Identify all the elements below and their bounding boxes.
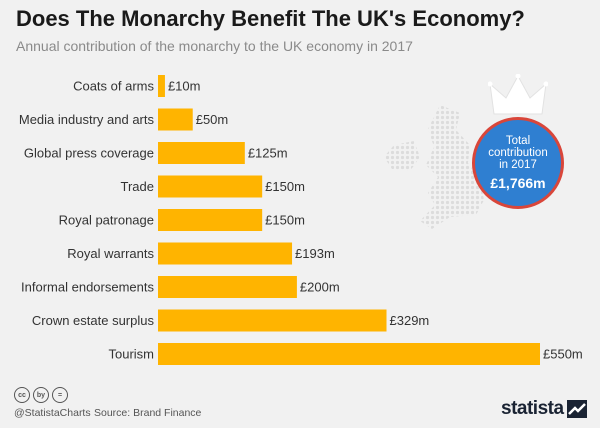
category-label: Global press coverage: [24, 146, 154, 161]
attribution-icon: by: [33, 387, 49, 403]
total-contribution-badge: Total contribution in 2017 £1,766m: [472, 117, 564, 209]
value-label: £150m: [265, 213, 305, 228]
bar: [158, 343, 540, 365]
category-label: Coats of arms: [73, 79, 154, 94]
value-label: £150m: [265, 179, 305, 194]
bar: [158, 108, 193, 131]
statista-logo-icon: [567, 400, 587, 418]
value-label: £193m: [295, 246, 335, 261]
bar: [158, 242, 293, 265]
statista-logo: statista: [501, 398, 564, 419]
bar: [158, 276, 297, 298]
total-label: Total contribution in 2017: [488, 135, 548, 171]
bar: [158, 175, 263, 198]
chart-subtitle: Annual contribution of the monarchy to t…: [16, 38, 413, 54]
category-label: Media industry and arts: [19, 112, 155, 127]
category-label: Royal warrants: [67, 246, 154, 261]
value-label: £550m: [543, 347, 583, 362]
value-label: £200m: [300, 280, 340, 295]
category-label: Crown estate surplus: [32, 313, 155, 328]
bar: [158, 75, 165, 97]
license-icons: cc by =: [14, 387, 68, 403]
crown-icon: [488, 74, 548, 115]
bar: [158, 142, 245, 164]
source-note: Source: Brand Finance: [94, 407, 202, 419]
bar: [158, 209, 263, 231]
total-value: £1,766m: [490, 175, 546, 191]
cc-license-icon: cc: [14, 387, 30, 403]
chart-title: Does The Monarchy Benefit The UK's Econo…: [16, 6, 525, 31]
no-derivatives-icon: =: [52, 387, 68, 403]
category-label: Tourism: [108, 347, 154, 362]
value-label: £50m: [196, 112, 229, 127]
category-label: Trade: [121, 179, 154, 194]
value-label: £10m: [168, 79, 201, 94]
social-handle: @StatistaCharts: [14, 407, 91, 419]
uk-map-background: [384, 105, 484, 229]
value-label: £329m: [390, 313, 430, 328]
category-label: Informal endorsements: [21, 280, 154, 295]
bar: [158, 309, 387, 332]
category-label: Royal patronage: [59, 213, 154, 228]
value-label: £125m: [248, 146, 288, 161]
